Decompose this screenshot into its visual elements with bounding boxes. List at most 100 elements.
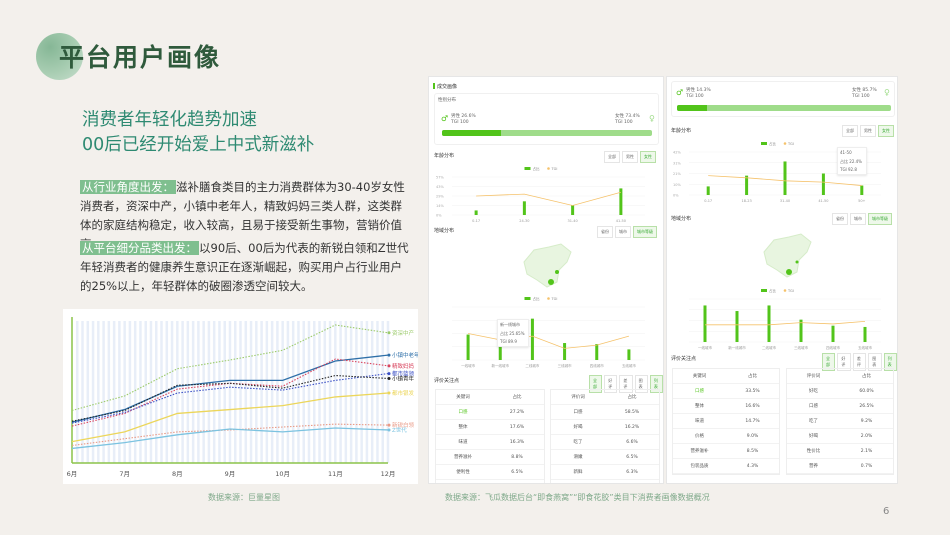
tab-list[interactable]: 列表 <box>649 375 663 393</box>
svg-text:都市蓝领: 都市蓝领 <box>392 370 415 378</box>
tab-all[interactable]: 全部 <box>842 125 858 137</box>
tooltip-tgi: TGI 92.8 <box>840 167 857 172</box>
table-cell: 6.5% <box>511 469 523 475</box>
review-title: 评价关注点 <box>434 378 460 384</box>
table-row: 味道 14.7% <box>673 414 779 429</box>
svg-text:资深中产: 资深中产 <box>392 329 415 337</box>
tab-bad[interactable]: 差评 <box>619 375 633 393</box>
svg-text:Z世代: Z世代 <box>392 426 407 434</box>
tab-chart[interactable]: 图表 <box>868 353 882 371</box>
table-cell: 好喝 <box>809 434 818 439</box>
table-cell: 17.6% <box>509 424 525 430</box>
table-cell: 14.7% <box>745 418 760 424</box>
crowd-trend-line-chart: 6月 7月 8月 9月 10月 11月 12月 资深中产 小镇中老年 精致妈妈 都市蓝领 小镇青年 都市… <box>63 309 418 484</box>
male-fill <box>442 130 501 136</box>
svg-text:6月: 6月 <box>67 470 78 478</box>
table-row: 好吃 60.0% <box>787 384 893 399</box>
tab-province[interactable]: 省份 <box>832 213 848 225</box>
region-title: 地域分布 <box>434 228 455 234</box>
column-header[interactable]: 关键词 <box>456 395 470 400</box>
svg-text:TGI: TGI <box>551 297 558 301</box>
tooltip-title: 41-50 <box>840 150 852 155</box>
gender-card: ♂ 男性 14.3% TGI 100 女性 85.7% TGI 100 ♀ <box>671 81 895 117</box>
review-tabs: 全部 好评 差评 图表 列表 <box>589 375 663 393</box>
female-share: 女性 85.7% <box>852 88 877 93</box>
table-row: 吃了 6.6% <box>551 435 659 450</box>
tab-male[interactable]: 男性 <box>622 151 638 163</box>
table-cell: 0.7% <box>860 463 873 469</box>
data-source-right: 数据来源：飞瓜数据后台“即食燕窝”“即食花胶”类目下消费者画像数据概况 <box>445 493 710 502</box>
svg-text:三线城市: 三线城市 <box>558 363 572 368</box>
table-cell: 9.2% <box>860 418 873 424</box>
svg-text:一线城市: 一线城市 <box>698 345 712 350</box>
svg-text:41-50: 41-50 <box>616 219 626 223</box>
table-row: 新鲜程度5.6% <box>436 480 544 483</box>
tab-female[interactable]: 女性 <box>640 151 656 163</box>
male-tgi: TGI 100 <box>451 120 469 125</box>
table-header: 关键词 占比 <box>673 369 779 384</box>
title-decoration-circle <box>36 33 83 80</box>
column-header[interactable]: 占比 <box>627 395 637 400</box>
tab-city[interactable]: 城市 <box>850 213 866 225</box>
headline: 消费者年轻化趋势加速 00后已经开始爱上中式新滋补 <box>82 108 314 158</box>
svg-text:五线城市: 五线城市 <box>622 363 636 368</box>
table-cell: 6.6% <box>626 439 638 445</box>
table-cell: 16.3% <box>509 439 525 445</box>
table-cell: 27.2% <box>509 409 525 415</box>
svg-text:占比: 占比 <box>769 288 777 293</box>
svg-text:43%: 43% <box>436 185 444 189</box>
tab-male[interactable]: 男性 <box>860 125 876 137</box>
table-cell: 9.0% <box>746 433 759 439</box>
tab-list[interactable]: 列表 <box>883 353 897 371</box>
tab-female[interactable]: 女性 <box>878 125 894 137</box>
table-cell: 6.5% <box>626 454 638 460</box>
table-row: 营养滋补 8.5% <box>673 444 779 459</box>
svg-text:新一线城市: 新一线城市 <box>492 363 510 368</box>
column-header[interactable]: 评价词 <box>571 395 585 400</box>
svg-text:10月: 10月 <box>275 470 290 478</box>
svg-text:二线城市: 二线城市 <box>525 363 539 368</box>
column-header[interactable]: 占比 <box>512 395 522 400</box>
svg-text:都市银发: 都市银发 <box>392 389 415 397</box>
table-cell: 口感 <box>458 410 468 415</box>
column-header[interactable]: 占比 <box>862 374 871 379</box>
tab-province[interactable]: 省份 <box>597 226 613 238</box>
female-tgi: TGI 100 <box>615 120 633 125</box>
tab-all[interactable]: 全部 <box>822 353 836 371</box>
tab-good[interactable]: 好评 <box>837 353 851 371</box>
headline-line-1: 消费者年轻化趋势加速 <box>82 110 257 130</box>
column-header[interactable]: 评价词 <box>806 374 821 379</box>
tab-all[interactable]: 全部 <box>589 375 603 393</box>
table-cell: 58.5% <box>624 409 640 415</box>
tab-chart[interactable]: 图表 <box>634 375 648 393</box>
tab-bad[interactable]: 差评 <box>852 353 867 371</box>
svg-text:二线城市: 二线城市 <box>762 345 776 350</box>
review-word-table: 评价词 占比 好吃 60.0% 口感 26.5% 吃了 9.2% 好喝 2.0% 性价比 2.1% 营养… <box>786 368 894 475</box>
tab-city-level[interactable]: 城市等级 <box>868 213 892 225</box>
table-row: 新鲜 6.3% <box>551 465 659 480</box>
table-row: 营养 0.7% <box>787 459 893 474</box>
table-cell: 60.0% <box>859 388 874 394</box>
section-marker <box>433 83 435 89</box>
data-source-left: 数据来源：巨量星图 <box>208 493 280 502</box>
region-tooltip: 新一线城市 占比 25.65% TGI 89.9 <box>497 319 529 347</box>
svg-text:14%: 14% <box>436 204 444 208</box>
keyword-table: 关键词 占比 口感 27.2% 整体 17.6% 味道 16.3% 营养滋补 8.8% 便利性 6.5… <box>435 389 545 483</box>
svg-text:41-50: 41-50 <box>818 199 828 203</box>
svg-text:TGI: TGI <box>551 167 558 171</box>
male-fill <box>677 105 707 111</box>
region-tabs: 省份 城市 城市等级 <box>597 226 657 238</box>
column-header[interactable]: 占比 <box>748 374 757 379</box>
table-cell: 8.5% <box>746 448 759 454</box>
tab-good[interactable]: 好评 <box>604 375 618 393</box>
table-row: 便利性 6.5% <box>436 465 544 480</box>
column-header[interactable]: 关键词 <box>692 374 707 379</box>
gender-ratio-bar <box>442 130 652 136</box>
table-cell: 整体 <box>458 425 468 430</box>
tab-city[interactable]: 城市 <box>615 226 631 238</box>
table-row: 整体 17.6% <box>436 420 544 435</box>
tab-all[interactable]: 全部 <box>604 151 620 163</box>
svg-text:占比: 占比 <box>533 296 541 301</box>
tab-city-level[interactable]: 城市等级 <box>633 226 657 238</box>
